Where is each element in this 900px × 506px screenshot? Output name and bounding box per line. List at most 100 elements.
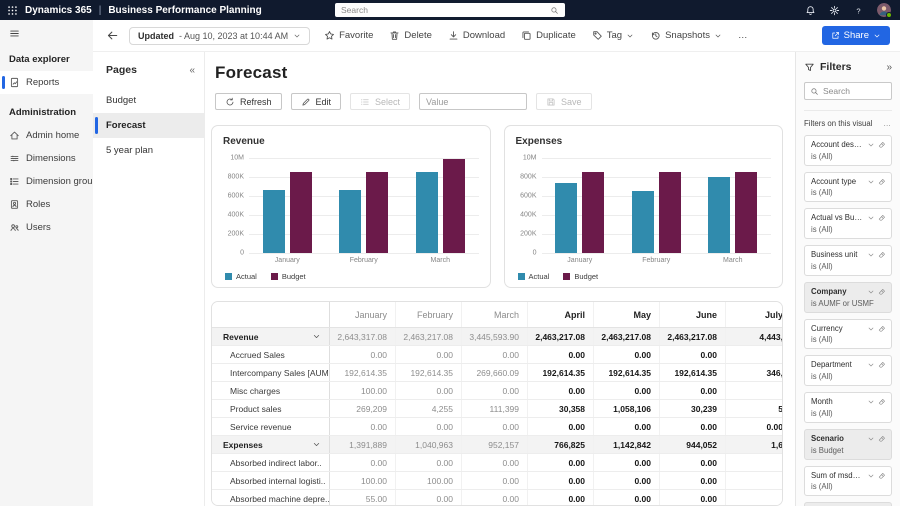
delete-button[interactable]: Delete <box>389 30 431 41</box>
sidebar-item-reports[interactable]: Reports <box>0 71 93 94</box>
page-item-forecast[interactable]: Forecast <box>93 113 204 138</box>
clear-filter-eraser-icon[interactable] <box>878 178 886 186</box>
global-search[interactable] <box>335 3 565 17</box>
chevron-down-icon[interactable] <box>867 251 875 259</box>
download-button[interactable]: Download <box>448 30 505 41</box>
budget-bar-january[interactable] <box>582 172 604 253</box>
chevron-down-icon[interactable] <box>867 288 875 296</box>
help-icon[interactable]: ? <box>853 5 864 16</box>
filter-card-company[interactable]: Companyis AUMF or USMF <box>804 282 892 313</box>
filter-card-month[interactable]: Monthis (All) <box>804 392 892 423</box>
clear-filter-eraser-icon[interactable] <box>878 325 886 333</box>
clear-filter-eraser-icon[interactable] <box>878 361 886 369</box>
budget-bar-february[interactable] <box>659 172 681 253</box>
sidebar-item-admin-home[interactable]: Admin home <box>0 124 93 147</box>
collapse-pages-icon[interactable]: « <box>189 65 195 76</box>
actual-bar-february[interactable] <box>339 190 361 253</box>
budget-bar-february[interactable] <box>366 172 388 253</box>
sidebar-item-dimensions[interactable]: Dimensions <box>0 147 93 170</box>
expand-filters-icon[interactable]: » <box>886 62 892 73</box>
actual-bar-february[interactable] <box>632 191 654 253</box>
filter-card-currency[interactable]: Currencyis (All) <box>804 319 892 350</box>
page-item-budget[interactable]: Budget <box>93 88 204 113</box>
y-tick-label: 200K <box>228 231 244 238</box>
filter-card-department[interactable]: Departmentis (All) <box>804 355 892 386</box>
filter-card-sum-of-msdyn-amount[interactable]: Sum of msdyn_amountis (All) <box>804 466 892 497</box>
filter-name: Sum of msdyn_amount <box>811 471 864 481</box>
value-cell: 0.00 <box>462 382 528 399</box>
actual-bar-january[interactable] <box>555 183 577 253</box>
actual-bar-march[interactable] <box>416 172 438 253</box>
chevron-down-icon[interactable] <box>867 472 875 480</box>
download-icon <box>448 30 459 41</box>
budget-bar-march[interactable] <box>735 172 757 253</box>
chevron-down-icon[interactable] <box>867 398 875 406</box>
chevron-down-icon[interactable] <box>867 178 875 186</box>
refresh-button[interactable]: Refresh <box>215 93 282 110</box>
filter-card-account-type[interactable]: Account typeis (All) <box>804 172 892 203</box>
filter-name: Company <box>811 287 864 297</box>
chevron-down-icon[interactable] <box>867 435 875 443</box>
clear-filter-eraser-icon[interactable] <box>878 435 886 443</box>
clear-filter-eraser-icon[interactable] <box>878 141 886 149</box>
chevron-down-icon[interactable] <box>312 440 321 449</box>
refresh-icon <box>225 97 235 107</box>
filter-card-scenario[interactable]: Scenariois Budget <box>804 429 892 460</box>
actual-bar-march[interactable] <box>708 177 730 253</box>
filter-card-account-description[interactable]: Account descriptionis (All) <box>804 135 892 166</box>
budget-bar-march[interactable] <box>443 159 465 253</box>
settings-gear-icon[interactable] <box>829 5 840 16</box>
updated-dropdown[interactable]: Updated - Aug 10, 2023 at 10:44 AM <box>129 27 310 45</box>
legend-item-budget[interactable]: Budget <box>563 272 598 281</box>
value-cell: 269,209 <box>330 400 396 417</box>
filters-search[interactable] <box>804 82 892 100</box>
row-label-cell[interactable]: Expenses <box>212 436 330 453</box>
filter-card-year[interactable]: Yearis 2023 <box>804 502 892 506</box>
legend-item-budget[interactable]: Budget <box>271 272 306 281</box>
filter-card-business-unit[interactable]: Business unitis (All) <box>804 245 892 276</box>
hamburger-menu-icon[interactable] <box>9 28 20 39</box>
clear-filter-eraser-icon[interactable] <box>878 398 886 406</box>
tag-button[interactable]: Tag <box>592 30 634 41</box>
chevron-down-icon[interactable] <box>867 141 875 149</box>
legend-item-actual[interactable]: Actual <box>225 272 257 281</box>
waffle-menu-icon[interactable] <box>7 5 18 16</box>
more-actions-button[interactable]: … <box>738 30 748 41</box>
value-input[interactable] <box>419 93 527 110</box>
favorite-button[interactable]: Favorite <box>324 30 373 41</box>
clear-filter-eraser-icon[interactable] <box>878 472 886 480</box>
chevron-down-icon[interactable] <box>312 332 321 341</box>
filter-card-actual-vs-budget[interactable]: Actual vs Budgetis (All) <box>804 208 892 239</box>
snapshots-button[interactable]: Snapshots <box>650 30 722 41</box>
select-button[interactable]: Select <box>350 93 410 110</box>
save-button[interactable]: Save <box>536 93 592 110</box>
toolbar-action-label: Duplicate <box>536 30 576 41</box>
budget-bar-january[interactable] <box>290 172 312 253</box>
row-label-cell[interactable]: Revenue <box>212 328 330 345</box>
clear-filter-eraser-icon[interactable] <box>878 288 886 296</box>
filters-more-icon[interactable]: … <box>883 119 892 128</box>
sidebar-item-roles[interactable]: Roles <box>0 193 93 216</box>
filter-value: is (All) <box>811 152 886 161</box>
filter-card-icons <box>867 178 886 186</box>
share-button[interactable]: Share <box>822 26 890 45</box>
back-arrow-icon[interactable] <box>106 29 119 42</box>
page-item-5-year-plan[interactable]: 5 year plan <box>93 138 204 163</box>
actual-bar-january[interactable] <box>263 190 285 253</box>
chevron-down-icon[interactable] <box>867 214 875 222</box>
user-avatar[interactable] <box>877 3 891 17</box>
value-cell: 0.00 <box>594 454 660 471</box>
filters-search-input[interactable] <box>823 86 886 96</box>
clear-filter-eraser-icon[interactable] <box>878 251 886 259</box>
duplicate-button[interactable]: Duplicate <box>521 30 576 41</box>
legend-item-actual[interactable]: Actual <box>518 272 550 281</box>
chevron-down-icon[interactable] <box>867 361 875 369</box>
chevron-down-icon[interactable] <box>867 325 875 333</box>
global-search-input[interactable] <box>341 5 550 15</box>
sidebar-item-dimension-groups[interactable]: Dimension groups <box>0 170 93 193</box>
pages-panel: Pages « BudgetForecast5 year plan <box>93 52 205 506</box>
clear-filter-eraser-icon[interactable] <box>878 214 886 222</box>
sidebar-item-users[interactable]: Users <box>0 216 93 239</box>
edit-button[interactable]: Edit <box>291 93 342 110</box>
notifications-bell-icon[interactable] <box>805 5 816 16</box>
